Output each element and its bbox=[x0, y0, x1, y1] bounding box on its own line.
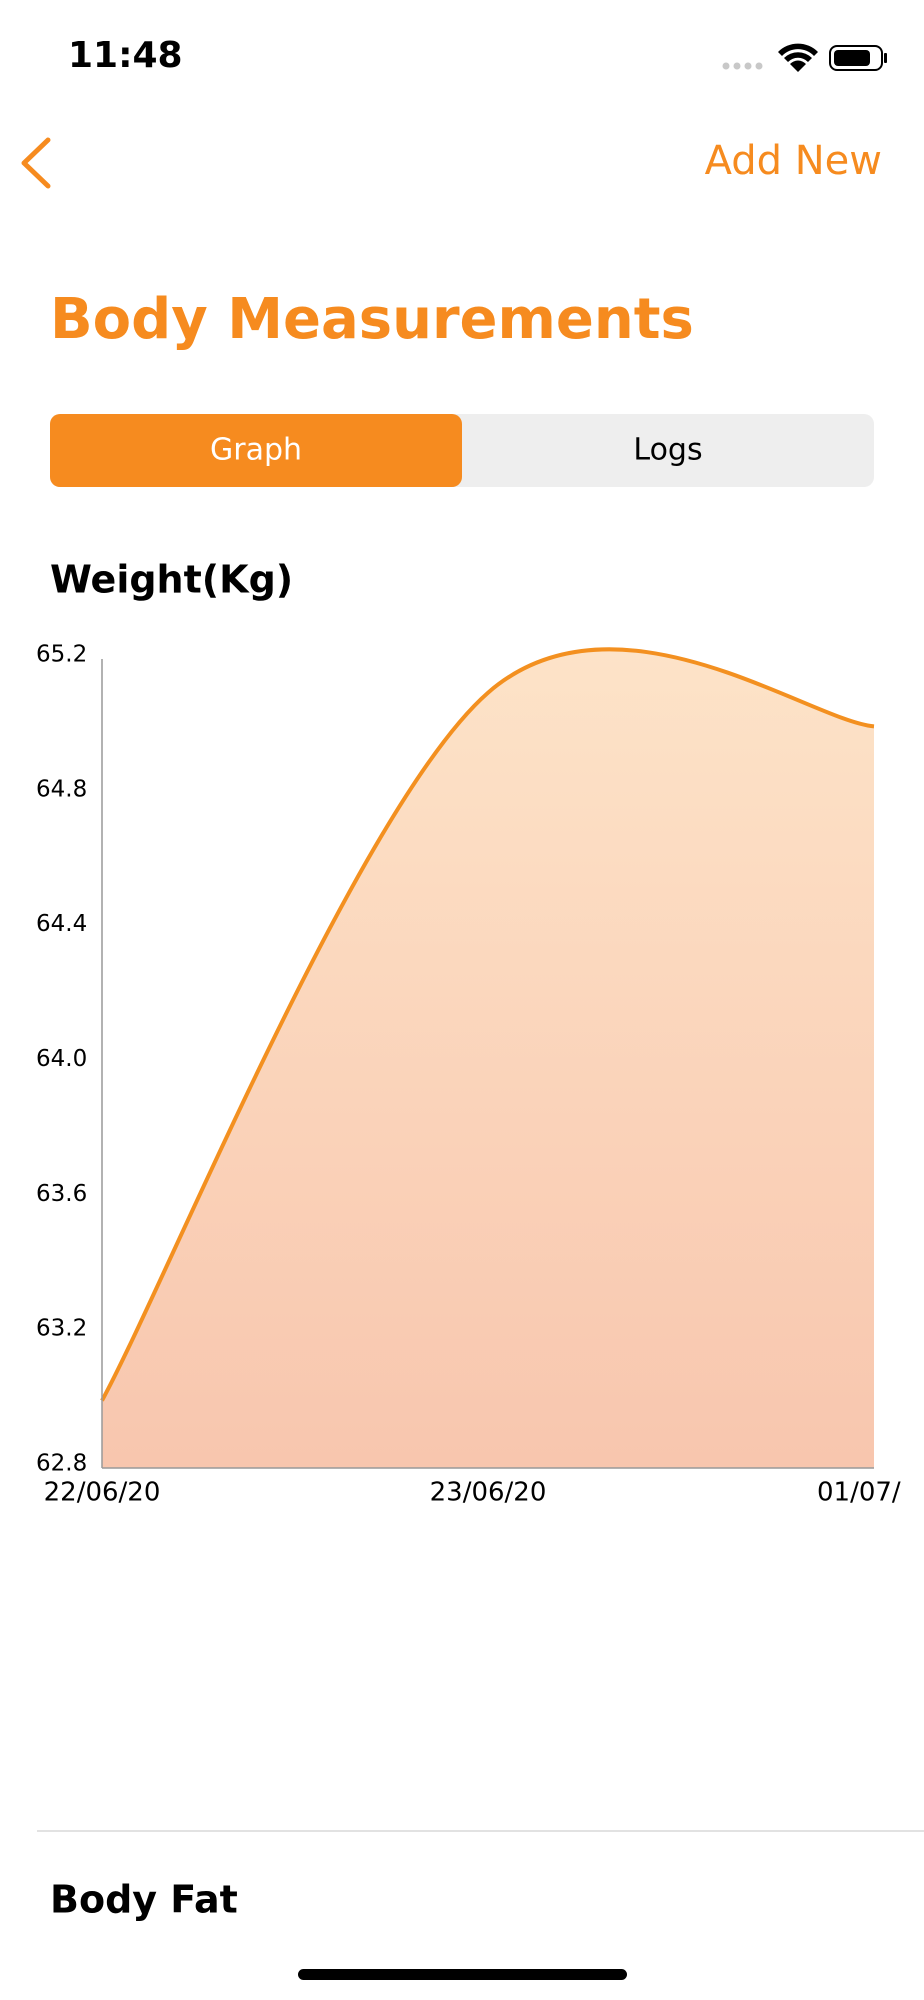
y-tick-label: 64.8 bbox=[36, 776, 87, 802]
tab-selected[interactable] bbox=[50, 414, 462, 487]
x-tick-label: 22/06/20 bbox=[44, 1478, 161, 1508]
page-title: Body Measurements bbox=[50, 287, 694, 352]
back-button[interactable] bbox=[21, 137, 51, 189]
x-tick-label: 23/06/20 bbox=[430, 1478, 547, 1508]
tab[interactable]: Graph bbox=[210, 433, 302, 468]
y-tick-label: 63.6 bbox=[36, 1181, 87, 1207]
chart: 62.8 63.2 63.6 64.0 64.4 64.8 65.2 22/06/20 23/0… bbox=[36, 642, 901, 1508]
y-tick-label: 65.2 bbox=[36, 642, 87, 668]
y-tick-label: 64.4 bbox=[36, 911, 87, 937]
x-tick-label: 01/07/ bbox=[817, 1478, 901, 1508]
status-icons bbox=[722, 43, 887, 72]
y-tick-label: 62.8 bbox=[36, 1451, 87, 1477]
home-indicator bbox=[298, 1969, 627, 1980]
y-tick-label: 64.0 bbox=[36, 1046, 87, 1072]
tab[interactable]: Logs bbox=[633, 433, 702, 468]
section-title: Body Fat bbox=[50, 1878, 238, 1922]
add-new-button[interactable]: Add New bbox=[705, 138, 882, 184]
status-time: 11:48 bbox=[68, 35, 183, 76]
chart-title: Weight(Kg) bbox=[50, 558, 293, 602]
area-fill bbox=[102, 649, 874, 1468]
y-tick-label: 63.2 bbox=[36, 1316, 87, 1342]
area-line bbox=[100, 647, 875, 1402]
